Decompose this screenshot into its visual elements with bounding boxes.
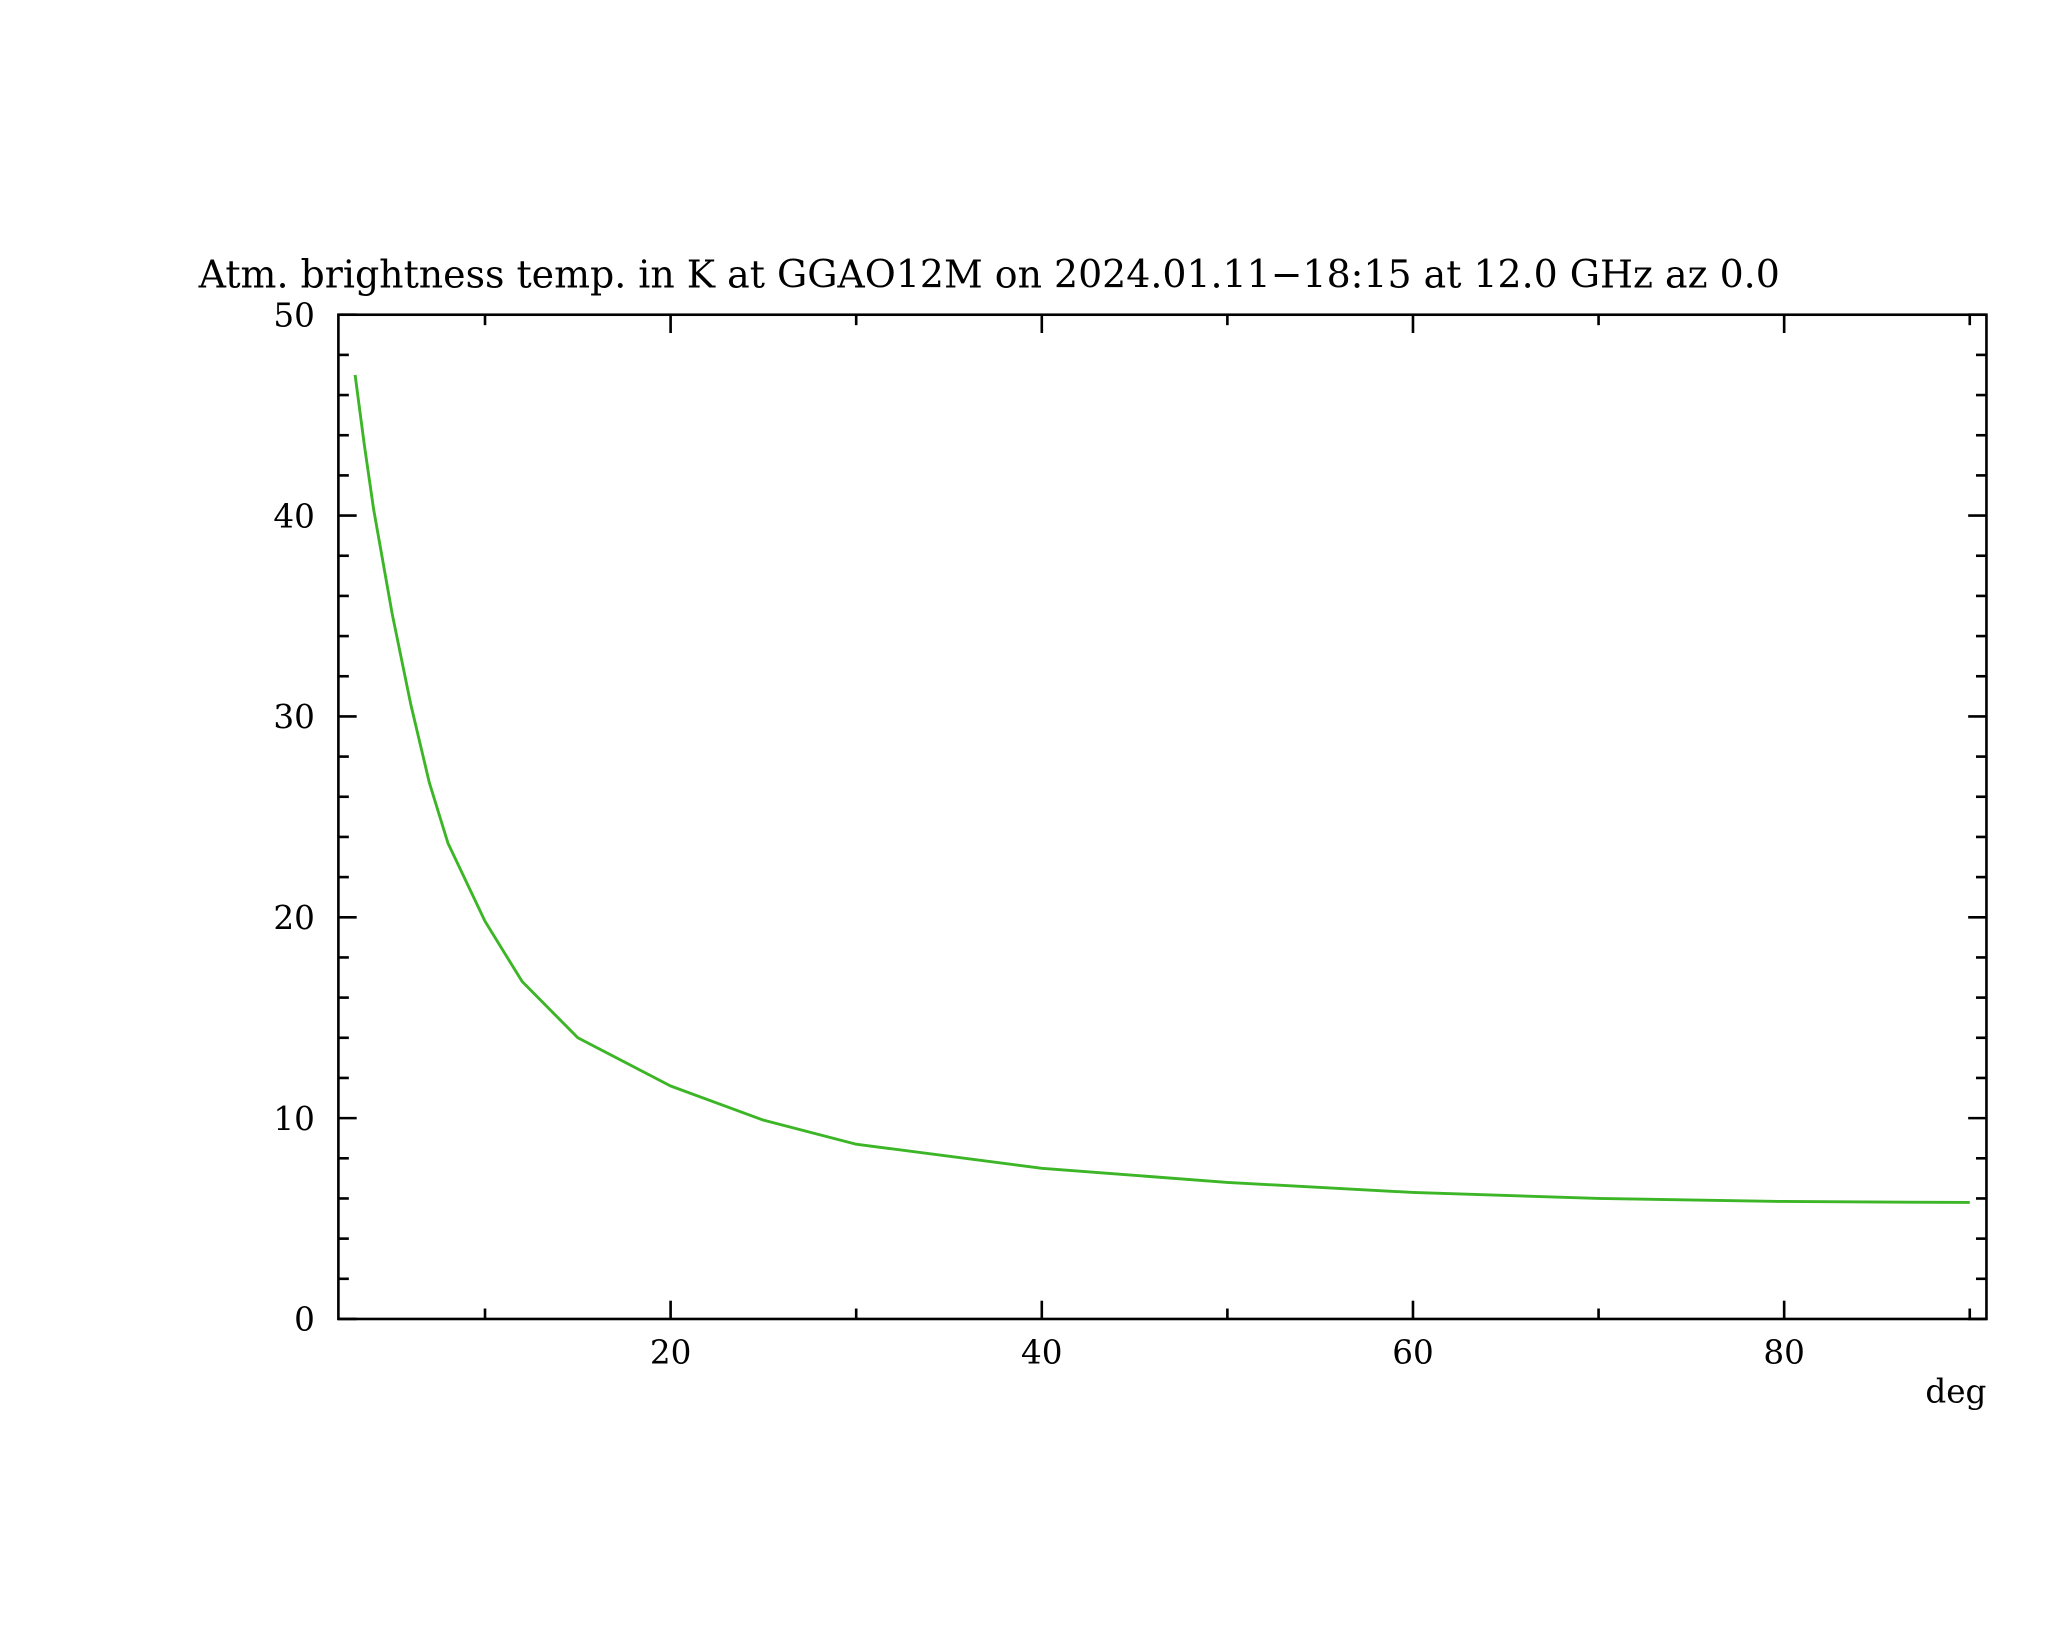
x-tick-label: 40 — [1021, 1333, 1063, 1371]
y-tick-label: 40 — [273, 497, 315, 535]
data-line — [353, 374, 1970, 1204]
y-tick-label: 10 — [273, 1100, 315, 1138]
x-tick-label: 60 — [1392, 1333, 1434, 1371]
x-tick-label: 80 — [1763, 1333, 1805, 1371]
y-tick-label: 50 — [273, 296, 315, 334]
y-tick-label: 20 — [273, 899, 315, 937]
x-tick-label: 20 — [650, 1333, 692, 1371]
y-tick-label: 30 — [273, 698, 315, 736]
x-axis-label: deg — [1925, 1373, 1986, 1411]
y-tick-label: 0 — [294, 1301, 315, 1339]
plot-frame — [337, 313, 1988, 1321]
chart-title: Atm. brightness temp. in K at GGAO12M on… — [198, 252, 1780, 296]
